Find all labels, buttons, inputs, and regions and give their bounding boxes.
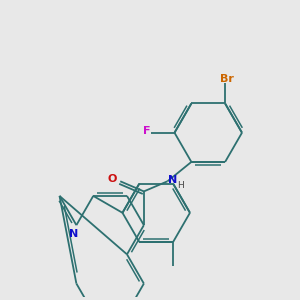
Text: O: O bbox=[108, 174, 117, 184]
Text: N: N bbox=[168, 175, 178, 185]
Text: H: H bbox=[177, 181, 184, 190]
Text: F: F bbox=[142, 126, 150, 136]
Text: Br: Br bbox=[220, 74, 234, 84]
Text: N: N bbox=[69, 229, 78, 238]
